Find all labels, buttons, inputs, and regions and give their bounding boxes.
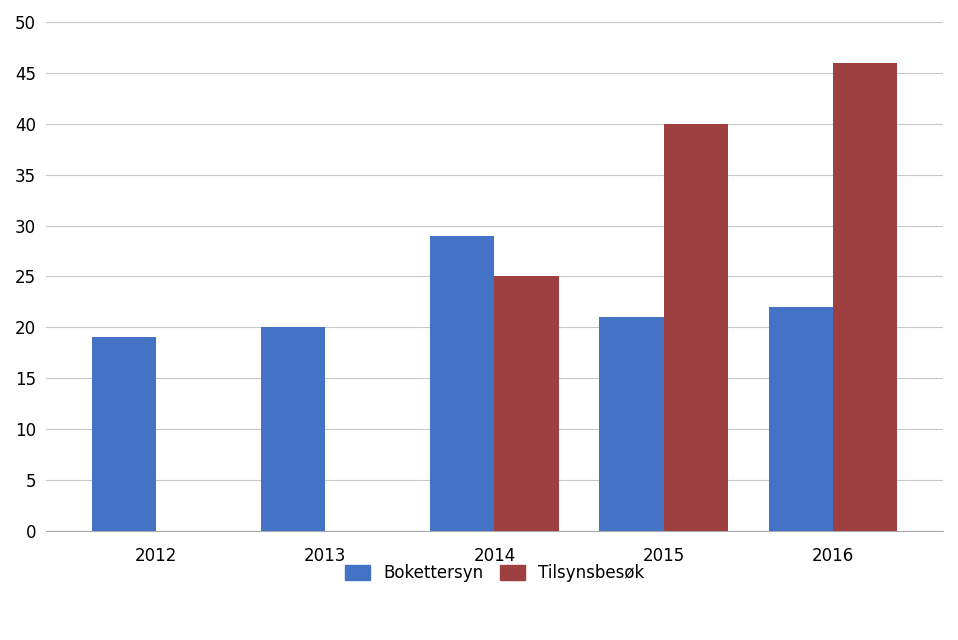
Bar <box>833 63 898 531</box>
Bar <box>494 276 559 531</box>
Bar <box>430 236 494 531</box>
Bar <box>768 307 833 531</box>
Bar <box>664 124 728 531</box>
Bar <box>92 337 156 531</box>
Legend: Bokettersyn, Tilsynsbesøk: Bokettersyn, Tilsynsbesøk <box>338 557 650 589</box>
Bar <box>261 327 325 531</box>
Bar <box>600 317 664 531</box>
